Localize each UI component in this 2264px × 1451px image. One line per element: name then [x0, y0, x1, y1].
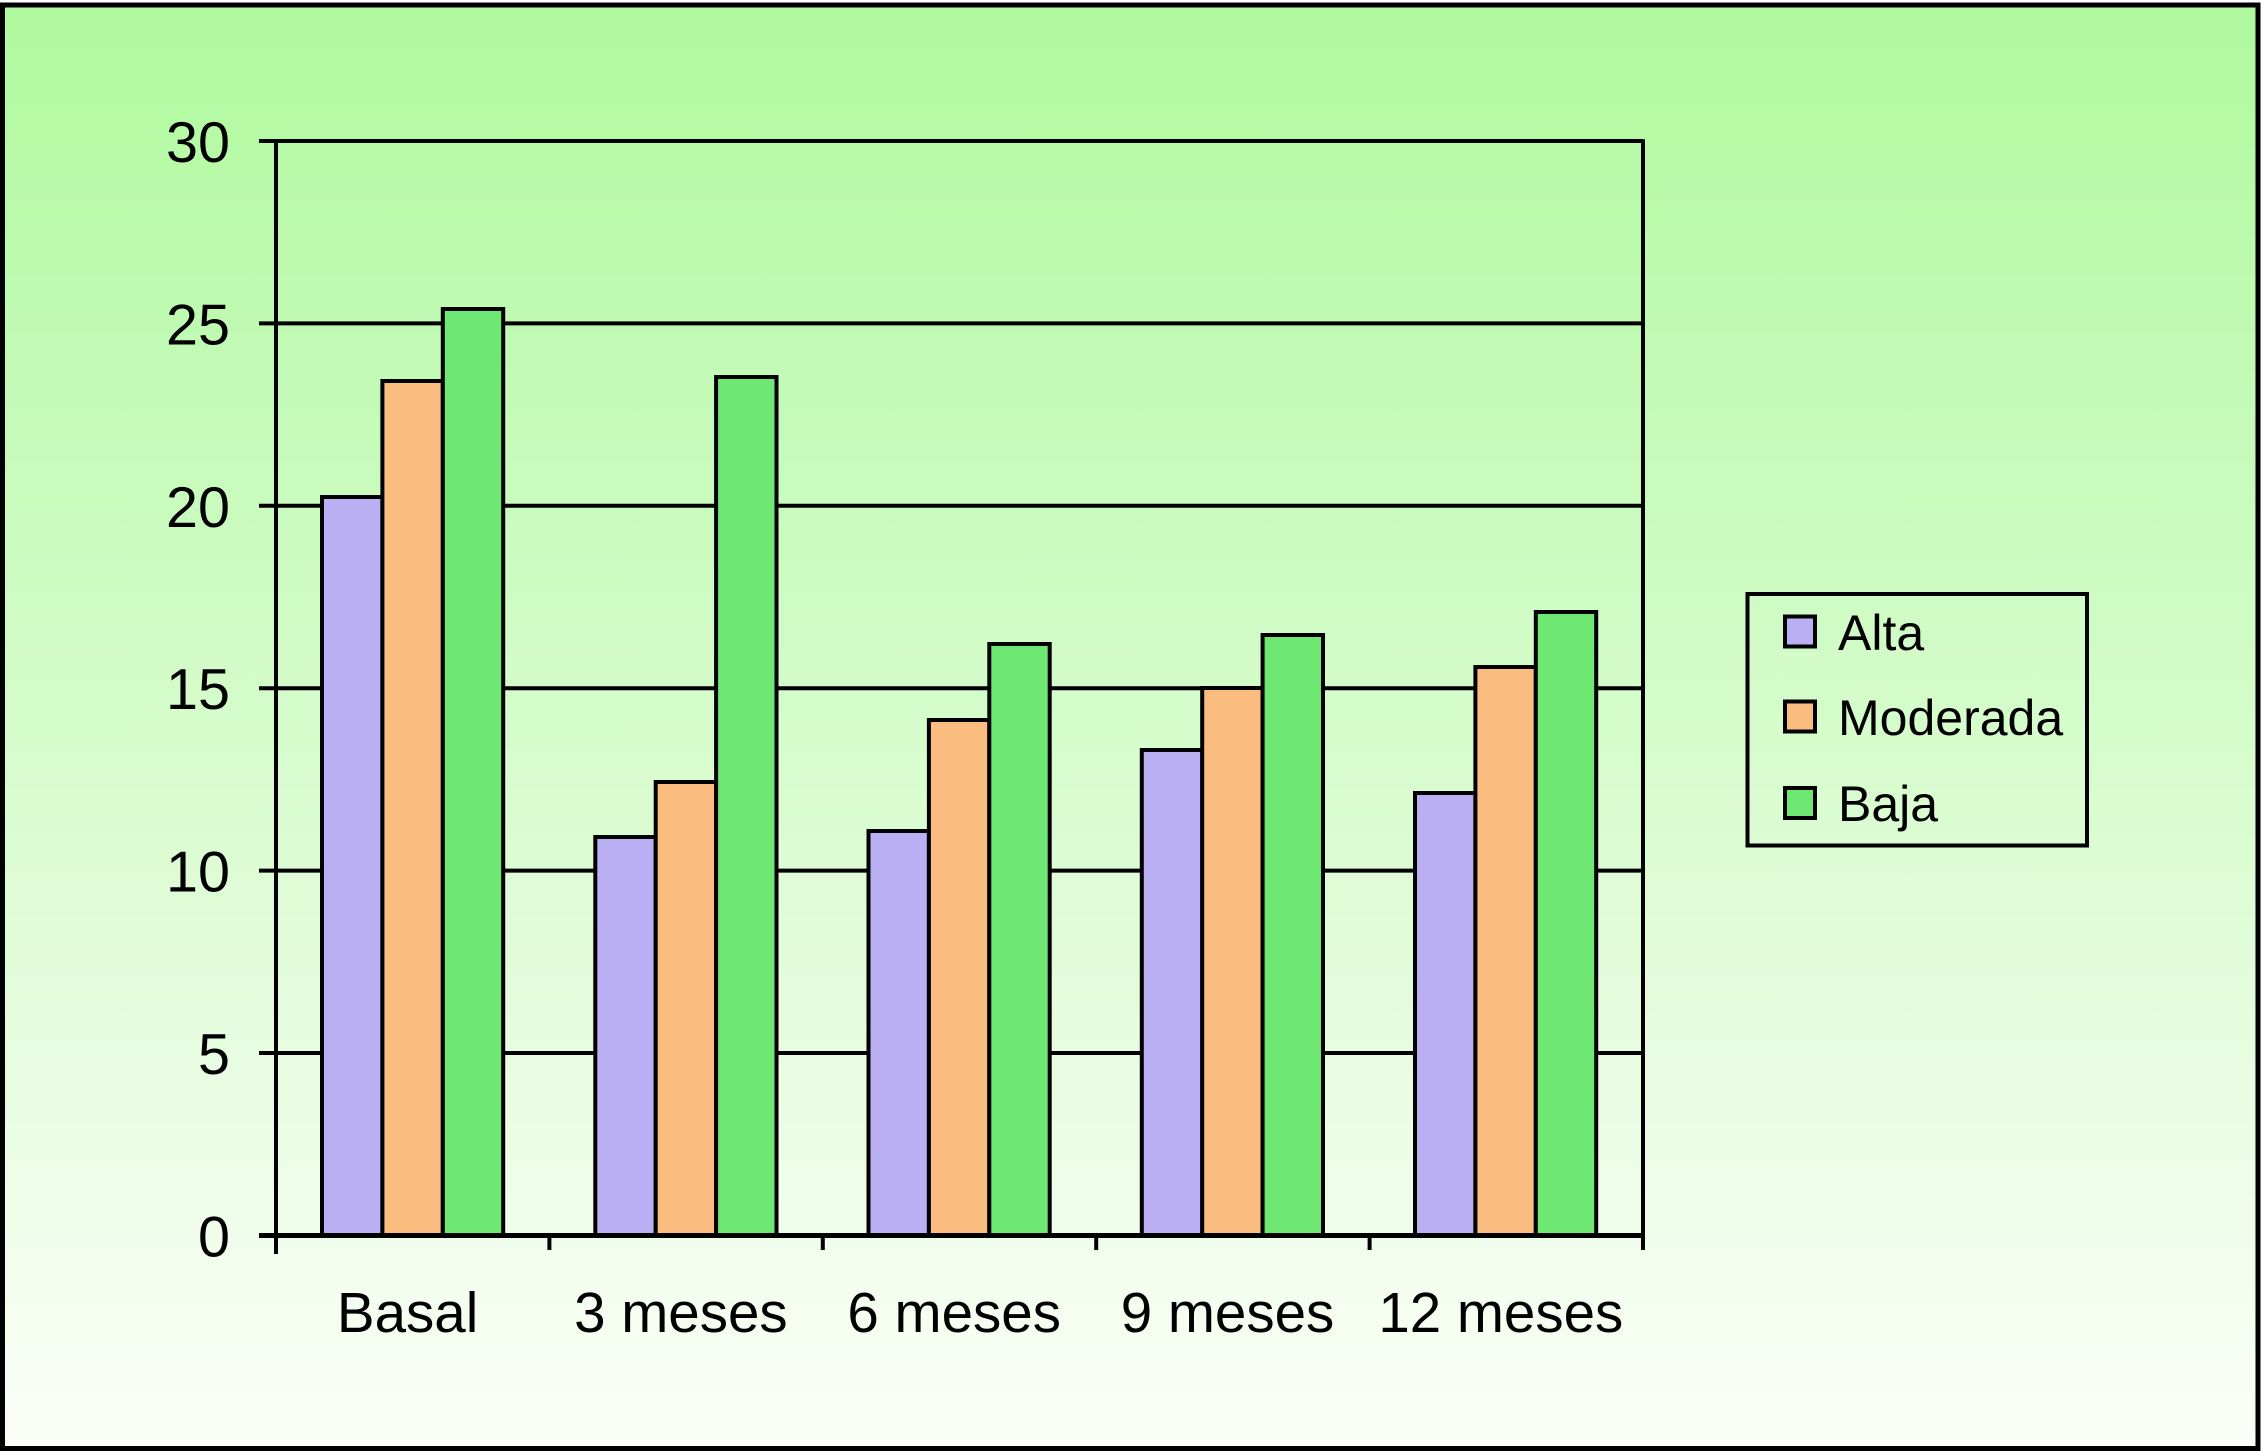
svg-text:10: 10	[166, 841, 230, 905]
svg-text:Baja: Baja	[1838, 776, 1938, 832]
svg-text:9 meses: 9 meses	[1121, 1281, 1335, 1344]
svg-text:Basal: Basal	[337, 1281, 478, 1344]
svg-text:12 meses: 12 meses	[1378, 1281, 1623, 1344]
svg-text:0: 0	[198, 1205, 230, 1269]
svg-text:30: 30	[166, 111, 230, 175]
svg-text:20: 20	[166, 476, 230, 540]
svg-text:Alta: Alta	[1838, 605, 1924, 661]
svg-text:5: 5	[198, 1023, 230, 1087]
svg-text:6 meses: 6 meses	[847, 1281, 1061, 1344]
svg-text:25: 25	[166, 293, 230, 357]
svg-text:Moderada: Moderada	[1838, 690, 2063, 746]
svg-text:3 meses: 3 meses	[574, 1281, 788, 1344]
svg-text:15: 15	[166, 658, 230, 722]
